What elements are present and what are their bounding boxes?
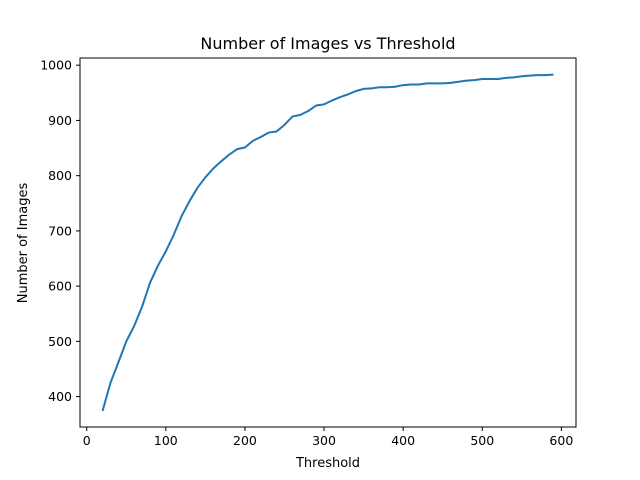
- x-tick-label: 200: [233, 433, 257, 448]
- chart-title: Number of Images vs Threshold: [200, 34, 455, 53]
- x-tick-label: 0: [83, 433, 91, 448]
- x-axis-label: Threshold: [295, 456, 360, 471]
- y-tick-label: 1000: [40, 58, 72, 73]
- y-tick-label: 400: [48, 389, 72, 404]
- x-tick-label: 600: [549, 433, 573, 448]
- y-tick-label: 500: [48, 334, 72, 349]
- y-tick-label: 700: [48, 223, 72, 238]
- x-tick-label: 400: [391, 433, 415, 448]
- x-tick-label: 300: [312, 433, 336, 448]
- plot-area: 0 100 200 300 400 500 600 400 500 600 700 800 900 100…: [40, 57, 577, 448]
- y-tick-label: 600: [48, 279, 72, 294]
- series-line-0: [101, 73, 554, 412]
- y-axis-label: Number of Images: [16, 183, 31, 304]
- x-tick-label: 500: [470, 433, 494, 448]
- y-tick-label: 800: [48, 168, 72, 183]
- x-tick-label: 100: [154, 433, 178, 448]
- y-tick-label: 900: [48, 113, 72, 128]
- axes-frame: [79, 57, 577, 428]
